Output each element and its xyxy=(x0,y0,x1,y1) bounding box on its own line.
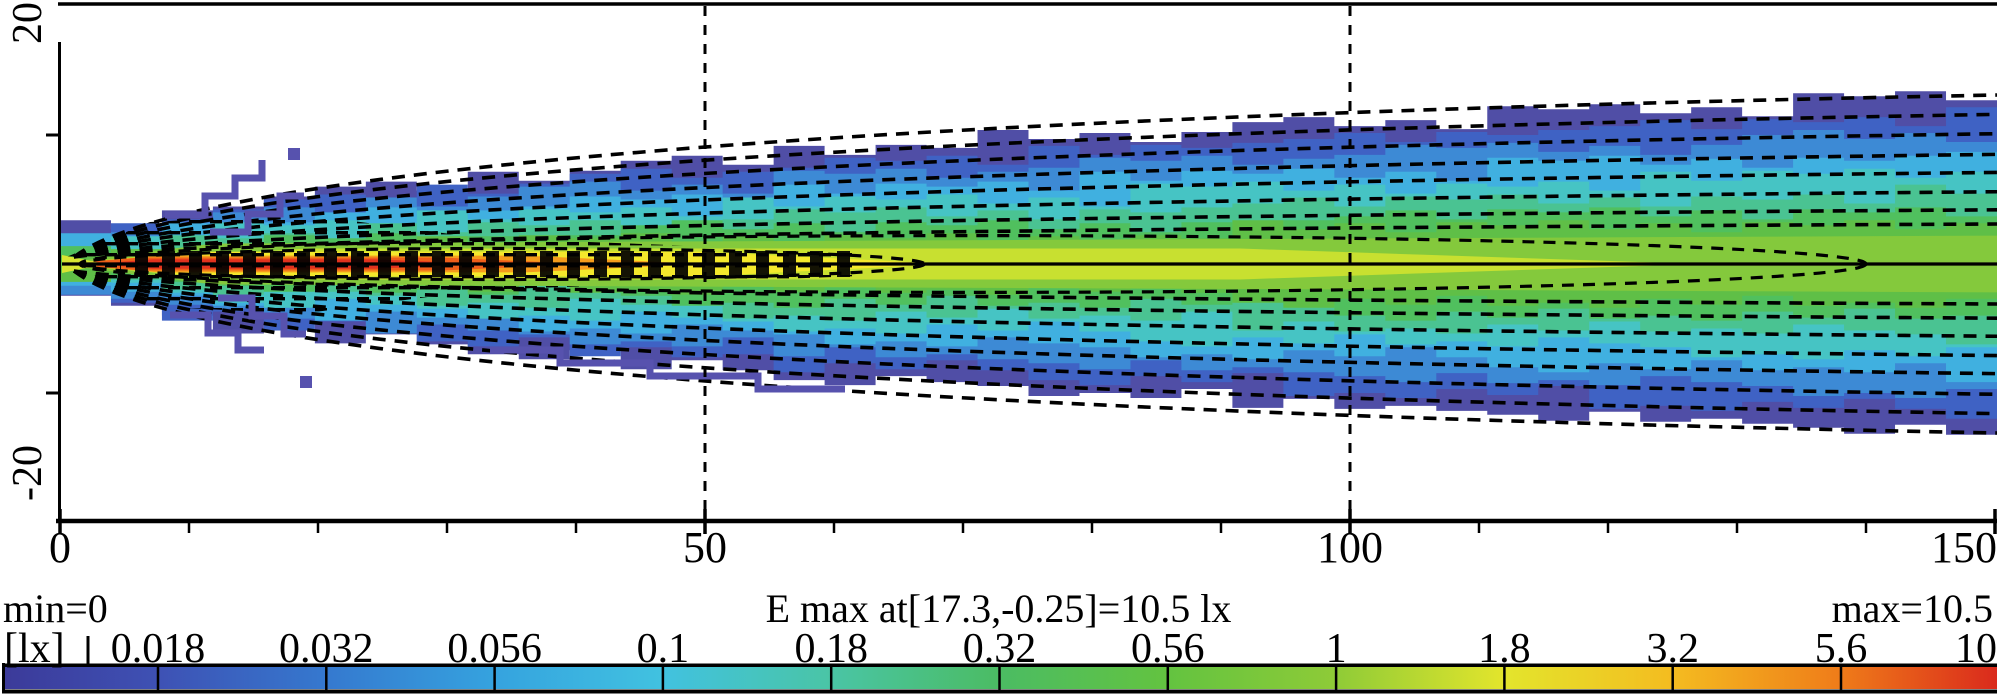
colorbar-level-label-0.018: 0.018 xyxy=(110,626,206,672)
iso-contour-lines xyxy=(72,93,1997,435)
colorbar-level-label-0.18: 0.18 xyxy=(794,626,868,672)
plot-axes xyxy=(46,2,1997,534)
colorbar-level-label-5.6: 5.6 xyxy=(1814,626,1868,672)
colorbar-level-label-0.56: 0.56 xyxy=(1131,626,1205,672)
x-tick-label-50: 50 xyxy=(683,523,727,572)
beam-stray-spikes xyxy=(165,148,845,393)
x-tick-label-100: 100 xyxy=(1317,523,1383,572)
y-axis-min-label: -20 xyxy=(5,445,51,501)
colorbar-level-label-1.8: 1.8 xyxy=(1478,626,1531,672)
y-axis-max-label: 20 xyxy=(5,2,51,44)
colorbar-level-label-1: 1 xyxy=(1325,626,1347,672)
colorbar-level-label-0.1: 0.1 xyxy=(636,626,690,672)
colorbar-level-label-10: 10 xyxy=(1955,626,1997,672)
colorbar xyxy=(2,636,1997,694)
x-tick-label-0: 0 xyxy=(49,523,71,572)
colorbar-level-label-0.032: 0.032 xyxy=(279,626,374,672)
emax-value-label: E max at[17.3,-0.25]=10.5 lx xyxy=(765,586,1232,631)
min-value-label: min=0 xyxy=(3,586,108,631)
colorbar-level-label-0.056: 0.056 xyxy=(447,626,542,672)
colorbar-level-label-3.2: 3.2 xyxy=(1646,626,1699,672)
colorbar-unit-label: [lx] xyxy=(4,626,65,672)
colorbar-level-label-0.32: 0.32 xyxy=(962,626,1037,672)
max-value-label: max=10.5 xyxy=(1831,586,1993,631)
x-tick-label-150: 150 xyxy=(1931,523,1997,572)
